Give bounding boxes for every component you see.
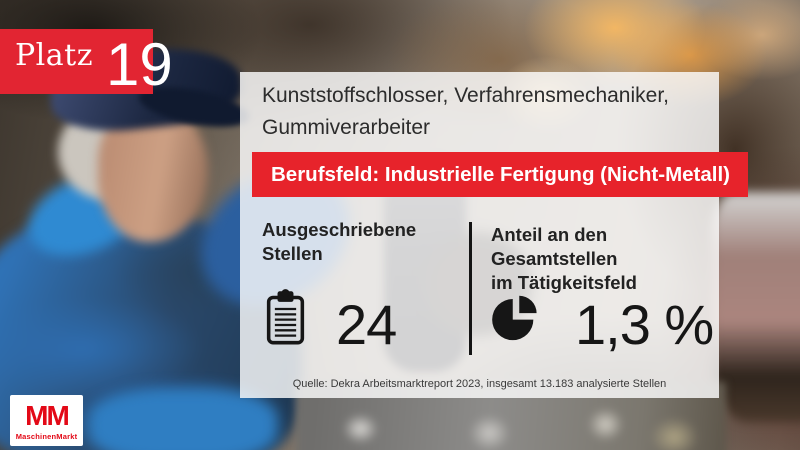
stat-open-positions-value: 24 [336, 293, 397, 356]
rank-number: 19 [106, 31, 173, 98]
stat-share-label: Anteil an den Gesamtstellen im Tätigkeit… [491, 223, 719, 295]
stat-share-label-line1: Anteil an den Gesamtstellen [491, 224, 618, 269]
stats-divider [469, 222, 472, 355]
stat-share-label-line2: im Tätigkeitsfeld [491, 272, 637, 293]
job-title-line1: Kunststoffschlosser, Verfahrensmechanike… [262, 84, 669, 107]
stat-open-positions-label-line1: Ausgeschriebene [262, 219, 417, 240]
mm-monogram: MM [25, 400, 70, 431]
mm-logo-name: MaschinenMarkt [15, 432, 78, 441]
background-machine-part [712, 192, 800, 422]
rank-label: Platz [15, 38, 94, 73]
rank-badge: Platz 19 [0, 29, 173, 95]
stat-open-positions-label: Ausgeschriebene Stellen [262, 218, 416, 266]
pie-chart-icon [492, 295, 537, 341]
clipboard-icon [266, 289, 305, 345]
job-title: Kunststoffschlosser, Verfahrensmechanike… [262, 80, 669, 144]
source-note: Quelle: Dekra Arbeitsmarktreport 2023, i… [292, 378, 667, 390]
maschinenmarkt-logo: MM MaschinenMarkt [10, 395, 83, 446]
background-jacket-bottom [88, 388, 278, 450]
info-panel: Kunststoffschlosser, Verfahrensmechanike… [240, 72, 748, 398]
stat-open-positions-label-line2: Stellen [262, 243, 323, 264]
stat-share-value: 1,3 % [575, 293, 714, 356]
job-title-line2: Gummiverarbeiter [262, 116, 431, 139]
berufsfeld-banner: Berufsfeld: Industrielle Fertigung (Nich… [252, 152, 748, 197]
